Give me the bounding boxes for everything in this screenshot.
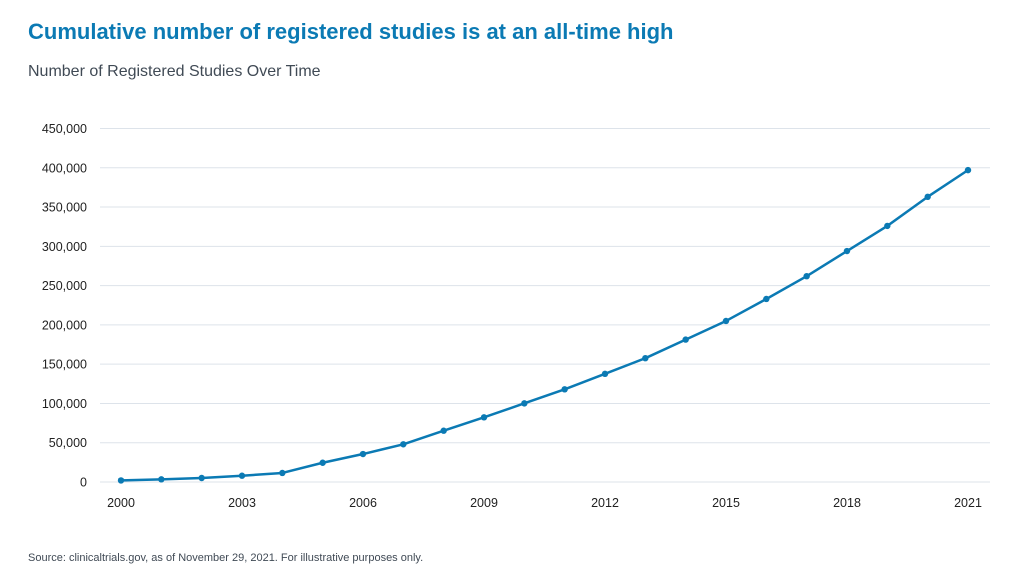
chart-subtitle: Number of Registered Studies Over Time <box>28 63 321 80</box>
data-point <box>924 193 931 201</box>
data-point <box>561 386 568 393</box>
data-point <box>198 474 205 482</box>
data-point <box>440 427 447 434</box>
data-point <box>480 414 488 421</box>
x-tick-label: 2012 <box>591 496 619 510</box>
y-tick-label: 200,000 <box>42 318 87 332</box>
data-point <box>601 370 609 378</box>
data-point <box>763 295 770 303</box>
y-tick-label: 150,000 <box>42 358 87 372</box>
x-tick-label: 2000 <box>107 496 135 510</box>
y-tick-label: 0 <box>80 476 87 490</box>
data-point <box>521 400 528 407</box>
data-point <box>238 472 246 479</box>
chart-title: Cumulative number of registered studies … <box>28 19 674 44</box>
data-point <box>803 272 810 280</box>
x-tick-label: 2018 <box>833 496 861 510</box>
y-tick-label: 250,000 <box>42 279 87 293</box>
data-point <box>964 166 972 174</box>
y-tick-label: 50,000 <box>49 436 87 450</box>
data-point <box>158 476 165 483</box>
data-point <box>682 336 689 343</box>
data-point <box>642 354 649 362</box>
source-note: Source: clinicaltrials.gov, as of Novemb… <box>28 552 424 564</box>
data-point <box>722 317 730 325</box>
data-point <box>279 469 286 477</box>
y-tick-label: 400,000 <box>42 161 87 175</box>
data-point <box>319 459 326 466</box>
x-tick-label: 2015 <box>712 496 740 510</box>
data-point <box>359 450 367 458</box>
data-point <box>400 441 407 448</box>
series-line <box>120 169 969 482</box>
y-tick-label: 350,000 <box>42 201 87 215</box>
x-tick-label: 2003 <box>228 496 256 510</box>
x-tick-label: 2021 <box>954 496 982 510</box>
y-tick-label: 100,000 <box>42 397 87 411</box>
x-tick-label: 2009 <box>470 496 498 510</box>
y-tick-label: 450,000 <box>42 122 87 136</box>
data-point <box>843 247 851 255</box>
data-point <box>884 222 891 230</box>
y-tick-label: 300,000 <box>42 240 87 254</box>
x-tick-label: 2006 <box>349 496 377 510</box>
data-point <box>117 477 125 484</box>
